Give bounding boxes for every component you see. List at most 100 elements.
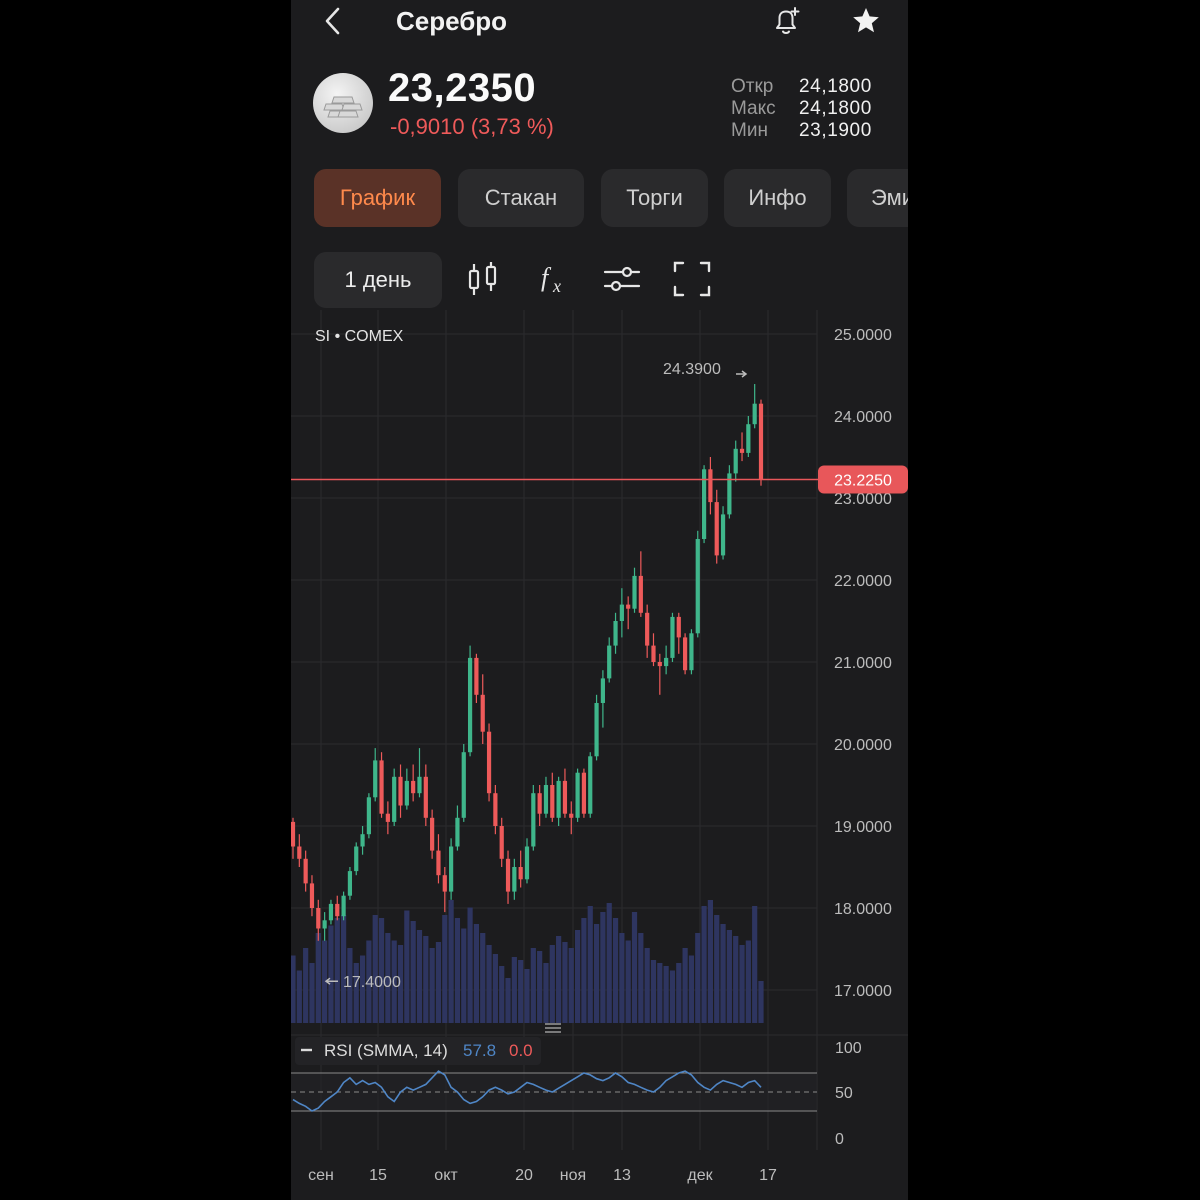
- volume-bar: [574, 930, 581, 1023]
- function-fx-icon[interactable]: f x: [531, 258, 573, 300]
- volume-bar: [733, 936, 739, 1023]
- silver-bars-icon: [323, 96, 363, 118]
- svg-text:x: x: [552, 276, 561, 296]
- tab-issuer[interactable]: Эми: [847, 169, 908, 227]
- candle-body: [505, 858, 511, 892]
- time-tick-label: ноя: [560, 1167, 586, 1184]
- volume-bar: [442, 915, 448, 1023]
- volume-bar: [606, 903, 612, 1023]
- candle-body: [626, 604, 631, 609]
- tab-order-book[interactable]: Стакан: [458, 169, 584, 227]
- page-title: Серебро: [396, 6, 508, 36]
- volume-bar: [334, 918, 340, 1023]
- fullscreen-icon[interactable]: [671, 258, 713, 300]
- candles-icon[interactable]: [463, 258, 505, 300]
- panel-resize-handle[interactable]: [545, 1023, 561, 1033]
- current-price-tag: 23.2250: [818, 465, 908, 494]
- tab-trades[interactable]: Торги: [601, 169, 708, 227]
- candle-body: [664, 657, 669, 667]
- volume-bar: [505, 978, 511, 1023]
- candle-body: [575, 772, 580, 818]
- volume-bar: [631, 912, 638, 1023]
- volume-bar: [669, 970, 676, 1023]
- candle-body: [449, 846, 454, 892]
- candle-body: [619, 604, 624, 621]
- volume-bar: [600, 912, 606, 1023]
- price-chart[interactable]: 25.0000 24.0000 23.0000 22.0000 21.0000 20.00…: [291, 310, 908, 1200]
- candle-body: [714, 502, 719, 556]
- volume-bar: [423, 936, 429, 1023]
- candle-body: [689, 633, 694, 671]
- candle-body: [569, 813, 574, 818]
- chevron-left-icon[interactable]: [319, 6, 349, 36]
- high-marker: 24.3900: [663, 361, 748, 378]
- candle-body: [404, 780, 409, 806]
- candle-body: [297, 846, 302, 859]
- top-bar: Серебро: [291, 0, 908, 46]
- candle-body: [322, 920, 327, 929]
- volume-bar: [372, 915, 378, 1023]
- candle-body: [512, 867, 517, 892]
- low-label: Мин: [731, 120, 768, 141]
- candle-body: [670, 616, 675, 658]
- volume-bar: [309, 963, 315, 1023]
- candle-body: [486, 731, 492, 794]
- candle-body: [436, 850, 441, 876]
- price-tick-label: 21.0000: [834, 655, 892, 672]
- volume-bar: [416, 930, 423, 1023]
- candle-body: [746, 424, 751, 453]
- star-icon[interactable]: [849, 4, 883, 38]
- candle-body: [543, 785, 549, 814]
- candle-body: [556, 780, 561, 818]
- volume-bar: [714, 915, 720, 1023]
- volume-bar: [587, 906, 593, 1023]
- candle-body: [695, 539, 700, 634]
- candle-body: [474, 657, 479, 695]
- period-selector[interactable]: 1 день: [314, 252, 442, 308]
- bell-plus-icon[interactable]: [769, 4, 803, 38]
- volume-bar: [410, 921, 416, 1023]
- volume-bar: [461, 928, 467, 1023]
- candle-body: [638, 575, 643, 613]
- open-value: 24,1800: [799, 76, 872, 97]
- candle-body: [645, 612, 650, 646]
- volume-bar: [593, 924, 600, 1023]
- candle-body: [499, 826, 504, 859]
- time-tick-label: сен: [308, 1167, 334, 1184]
- volume-bar: [328, 925, 334, 1023]
- candle-body: [720, 514, 726, 556]
- price-tick-label: 24.0000: [834, 409, 892, 426]
- candle-body: [537, 793, 542, 814]
- volume-bar: [695, 933, 701, 1023]
- volume-bar: [435, 942, 442, 1023]
- rsi-line: [292, 1070, 762, 1112]
- time-tick-label: дек: [687, 1167, 713, 1184]
- price-axis: 25.0000 24.0000 23.0000 22.0000 21.0000 20.00…: [834, 327, 892, 1000]
- candle-body: [303, 858, 308, 884]
- volume-bar: [448, 900, 454, 1023]
- candle-body: [562, 780, 568, 814]
- time-tick-label: 15: [369, 1167, 387, 1184]
- svg-text:f: f: [541, 263, 552, 292]
- rsi-label: RSI (SMMA, 14): [324, 1041, 448, 1060]
- candle-body: [632, 575, 637, 609]
- candle-body: [480, 694, 485, 732]
- chart-grid: [291, 310, 818, 1150]
- candle-body: [354, 846, 359, 872]
- settings-sliders-icon[interactable]: [601, 258, 643, 300]
- price-tick-label: 25.0000: [834, 327, 892, 344]
- candle-body: [341, 895, 346, 917]
- volume-bar: [524, 969, 530, 1023]
- price-change: -0,9010 (3,73 %): [390, 114, 554, 139]
- volume-bar: [549, 945, 555, 1023]
- volume-bar: [530, 948, 536, 1023]
- candle-body: [411, 780, 416, 794]
- volume-bar: [707, 900, 714, 1023]
- candle-body: [335, 903, 340, 917]
- volume-bar: [454, 918, 461, 1023]
- candle-body: [442, 875, 447, 892]
- volume-bar: [676, 963, 682, 1023]
- tab-chart[interactable]: График: [314, 169, 441, 227]
- volume-bar: [537, 951, 543, 1023]
- tab-info[interactable]: Инфо: [724, 169, 831, 227]
